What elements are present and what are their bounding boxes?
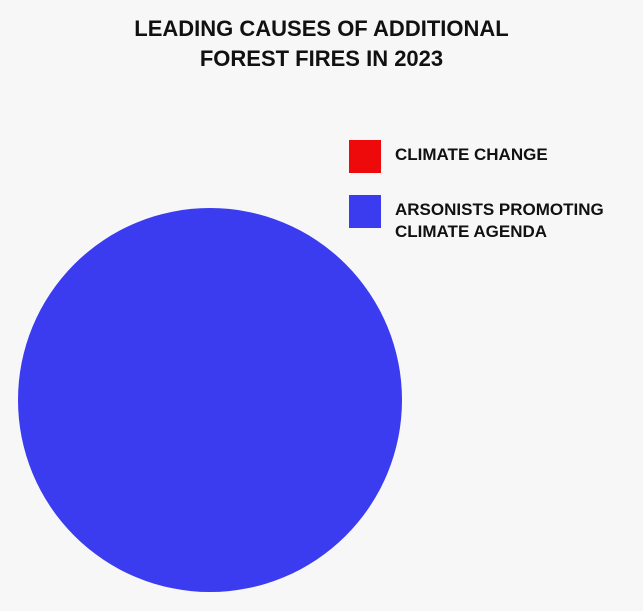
legend-label: CLIMATE CHANGE xyxy=(395,145,548,164)
legend-swatch xyxy=(349,195,381,228)
pie-slice xyxy=(18,208,402,592)
title-line: FOREST FIRES IN 2023 xyxy=(199,46,444,71)
legend-swatch xyxy=(349,140,381,173)
title-line: LEADING CAUSES OF ADDITIONAL xyxy=(134,16,509,41)
legend-entry: CLIMATE CHANGE xyxy=(349,140,640,173)
legend: CLIMATE CHANGE ARSONISTS PROMOTING CLIMAT… xyxy=(349,140,640,265)
chart-title: LEADING CAUSES OF ADDITIONAL FOREST FIRE… xyxy=(0,14,643,74)
legend-label: ARSONISTS PROMOTING CLIMATE AGENDA xyxy=(395,200,604,241)
legend-entry: ARSONISTS PROMOTING CLIMATE AGENDA xyxy=(349,195,640,243)
